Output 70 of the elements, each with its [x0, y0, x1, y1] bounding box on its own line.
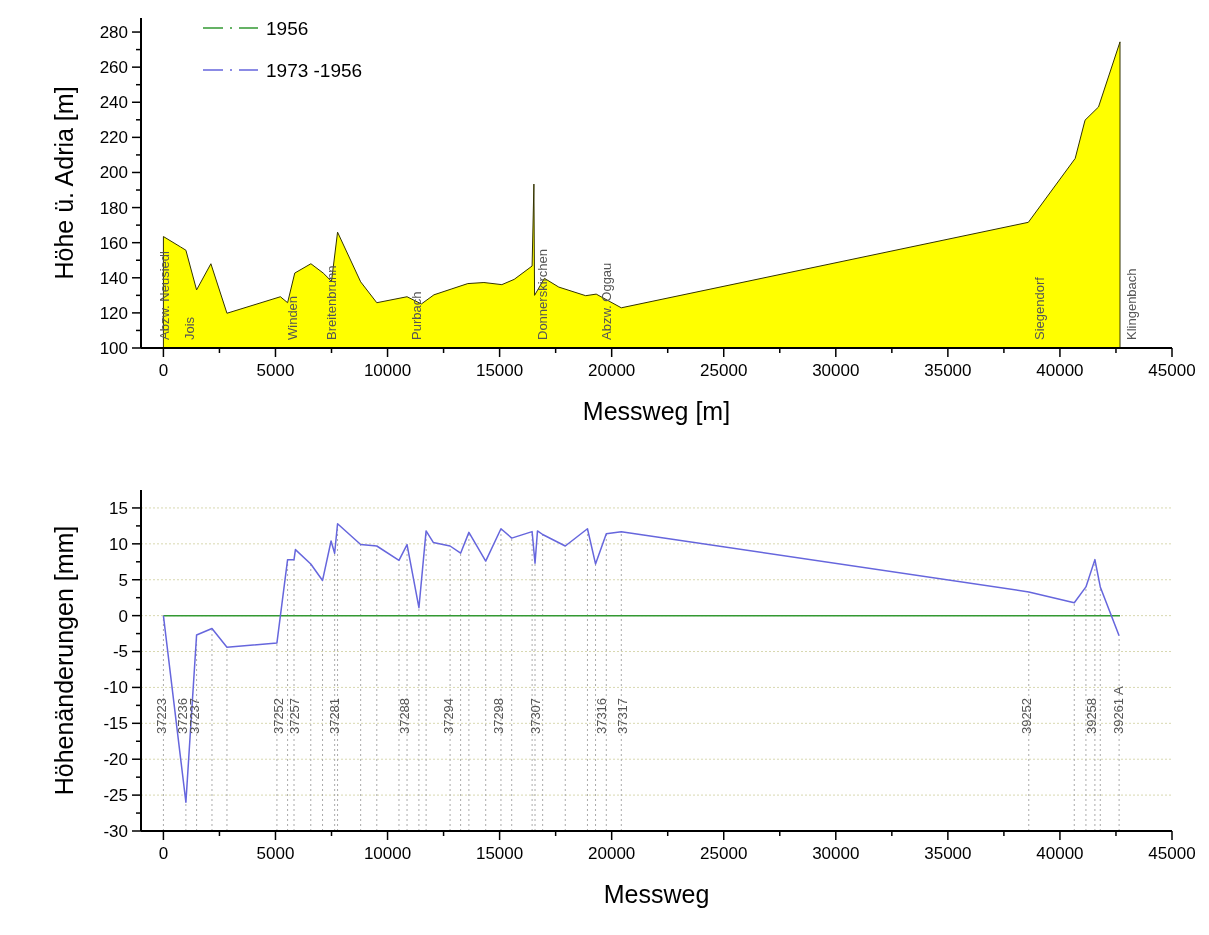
- x-tick-label: 45000: [1148, 361, 1196, 380]
- annotation: 37294: [440, 697, 456, 735]
- y-tick-label: -25: [103, 786, 128, 806]
- x-tick-label: 15000: [475, 844, 524, 863]
- y-tick-label: 160: [99, 233, 128, 253]
- y-tick-label: -15: [103, 714, 128, 734]
- annotation: 39261 A: [1110, 686, 1126, 735]
- x-tick-label: 30000: [812, 844, 860, 863]
- annotation: Siegendorf: [1031, 276, 1047, 340]
- annotation: 37316: [594, 697, 610, 735]
- y-tick-label: -30: [103, 821, 128, 841]
- annotation: Abzw. Oggau: [598, 262, 614, 340]
- annotation: 37252: [271, 697, 287, 735]
- x-tick-label: 10000: [363, 844, 412, 863]
- x-tick-label: 25000: [700, 361, 748, 380]
- y-axis-title: Höhenänderungen [mm]: [50, 525, 78, 796]
- annotation: 37298: [490, 697, 506, 735]
- y-tick-label: -20: [103, 750, 128, 770]
- y-tick-label: 220: [99, 128, 128, 148]
- y-tick-label: 260: [99, 58, 128, 78]
- x-tick-label: 40000: [1036, 361, 1084, 380]
- x-tick-label: 35000: [924, 361, 972, 380]
- x-tick-label: 40000: [1036, 844, 1084, 863]
- x-tick-label: 0: [158, 844, 169, 863]
- annotation: Abzw. Neusiedl: [156, 251, 172, 340]
- x-axis-title: Messweg: [603, 880, 710, 908]
- x-tick-label: 45000: [1148, 844, 1196, 863]
- x-tick-label: 20000: [588, 361, 636, 380]
- x-tick-label: 35000: [924, 844, 972, 863]
- y-tick-label: 15: [109, 498, 128, 518]
- annotation: 39252: [1018, 697, 1034, 735]
- annotation: 37307: [528, 697, 544, 735]
- annotation: Jois: [181, 316, 197, 340]
- x-tick-label: 5000: [256, 361, 295, 380]
- y-tick-label: -10: [103, 678, 128, 698]
- legend-label: 1956: [266, 17, 309, 39]
- y-tick-label: 100: [99, 338, 128, 358]
- annotation: 39258: [1084, 697, 1100, 735]
- x-tick-label: 30000: [812, 361, 860, 380]
- annotation: 37236: [174, 697, 190, 735]
- annotation: 37317: [614, 697, 630, 735]
- x-tick-label: 5000: [256, 844, 295, 863]
- y-tick-label: 240: [99, 93, 128, 113]
- annotation: Winden: [284, 295, 300, 340]
- y-axis-title: Höhe ü. Adria [m]: [50, 86, 78, 280]
- annotation: 37257: [287, 697, 303, 735]
- annotation: Purbach: [408, 291, 424, 340]
- annotation: 37281: [327, 697, 343, 735]
- annotation: Donnerskirchen: [534, 248, 550, 340]
- annotation: Klingenbach: [1123, 268, 1139, 340]
- y-tick-label: 180: [99, 198, 128, 218]
- legend-label: 1973 -1956: [266, 59, 363, 81]
- y-tick-label: 280: [99, 22, 128, 42]
- x-tick-label: 10000: [363, 361, 412, 380]
- y-tick-label: 140: [99, 268, 128, 288]
- y-tick-label: 10: [109, 534, 128, 554]
- y-tick-label: -5: [112, 642, 128, 662]
- annotation: 37288: [397, 697, 413, 735]
- annotation: Breitenbrunn: [323, 265, 339, 340]
- y-tick-label: 120: [99, 303, 128, 323]
- x-tick-label: 15000: [475, 361, 524, 380]
- x-axis-title: Messweg [m]: [582, 397, 731, 425]
- y-tick-label: 200: [99, 163, 128, 183]
- x-tick-label: 20000: [588, 844, 636, 863]
- y-tick-label: 0: [118, 606, 128, 626]
- x-tick-label: 25000: [700, 844, 748, 863]
- y-tick-label: 5: [118, 570, 128, 590]
- annotation: 37237: [187, 697, 203, 735]
- x-tick-label: 0: [158, 361, 169, 380]
- annotation: 37223: [154, 697, 170, 735]
